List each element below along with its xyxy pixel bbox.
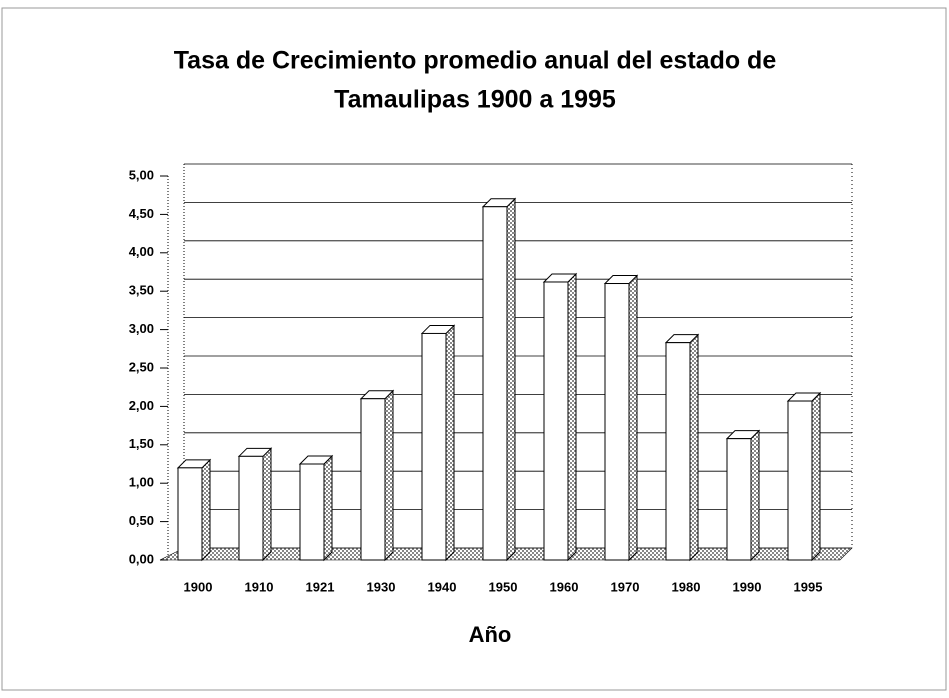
x-tick-label: 1995	[794, 579, 823, 594]
bar-face	[323, 454, 333, 562]
x-tick-label: 1940	[428, 579, 457, 594]
frame	[1, 7, 947, 691]
bar	[420, 324, 456, 562]
bar-face	[567, 272, 577, 562]
chart-title: Tasa de Crecimiento promedio anual del e…	[174, 47, 777, 75]
y-tick-label: 2,50	[129, 359, 154, 374]
bar	[359, 389, 395, 562]
y-tick-label: 4,00	[129, 244, 154, 259]
bar-face	[506, 197, 516, 562]
bar-face	[238, 455, 264, 561]
bar-face	[726, 438, 752, 561]
y-tick-label: 3,50	[129, 283, 154, 298]
bar	[786, 391, 822, 562]
bar-face	[604, 283, 630, 561]
x-axis-label: Año	[469, 622, 512, 647]
y-tick-label: 0,00	[129, 551, 154, 566]
x-tick-label: 1980	[672, 579, 701, 594]
x-tick-label: 1970	[611, 579, 640, 594]
bar-face	[262, 447, 272, 562]
bar-face	[299, 463, 325, 561]
chart-title: Tamaulipas 1900 a 1995	[334, 86, 616, 114]
y-tick-label: 0,50	[129, 513, 154, 528]
y-tick-label: 4,50	[129, 206, 154, 221]
y-tick-label: 1,50	[129, 436, 154, 451]
x-tick-label: 1900	[184, 579, 213, 594]
bar	[298, 454, 334, 562]
bar-face	[482, 206, 508, 561]
bar-face	[628, 274, 638, 562]
y-tick-label: 2,00	[129, 398, 154, 413]
x-tick-label: 1930	[367, 579, 396, 594]
bar	[603, 274, 639, 562]
bar	[725, 429, 761, 562]
bar	[237, 447, 273, 562]
x-tick-label: 1950	[489, 579, 518, 594]
x-tick-label: 1960	[550, 579, 579, 594]
bar-face	[201, 458, 211, 562]
y-tick-label: 5,00	[129, 167, 154, 182]
bar-face	[787, 400, 813, 561]
x-tick-label: 1990	[733, 579, 762, 594]
y-tick-label: 1,00	[129, 475, 154, 490]
bar-face	[445, 324, 455, 562]
bar	[542, 272, 578, 562]
bar-face	[811, 391, 821, 562]
x-tick-label: 1910	[245, 579, 274, 594]
bar-face	[689, 333, 699, 562]
y-tick-label: 3,00	[129, 321, 154, 336]
bar	[481, 197, 517, 562]
bar-face	[384, 389, 394, 562]
x-tick-label: 1921	[306, 579, 335, 594]
bar	[664, 333, 700, 562]
bar	[176, 458, 212, 562]
bar-face	[543, 281, 569, 561]
bar-face	[177, 467, 203, 561]
bar-face	[665, 342, 691, 561]
bar-face	[750, 429, 760, 562]
bar-face	[360, 398, 386, 561]
bar-face	[421, 332, 447, 561]
